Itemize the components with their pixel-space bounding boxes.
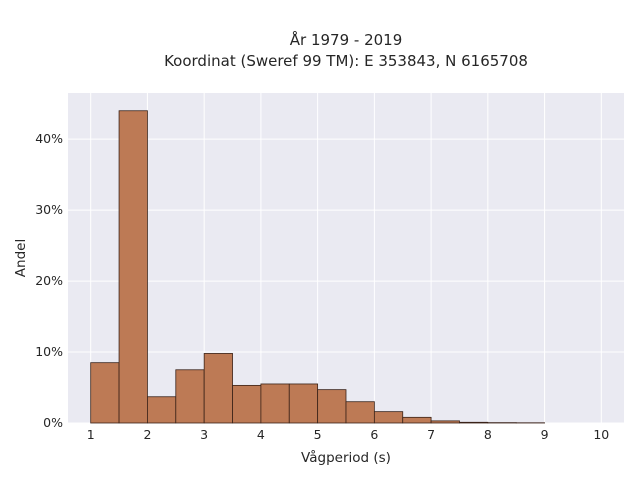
y-tick-label-5: 40%: [35, 131, 63, 146]
plot-area-background: [68, 93, 624, 423]
histogram-bar-11: [373, 411, 404, 424]
x-tick-label-10: 10: [593, 427, 609, 442]
x-tick-label-4: 4: [257, 427, 265, 442]
histogram-bar-12: [402, 416, 432, 424]
y-axis-label: Andel: [13, 239, 29, 277]
histogram-bar-1: [90, 362, 120, 424]
x-tick-label-8: 8: [484, 427, 492, 442]
histogram-bar-5: [203, 353, 233, 424]
y-tick-labels: 0% 10% 20% 30% 40%: [35, 131, 63, 430]
x-tick-label-2: 2: [143, 427, 151, 442]
y-tick-label-1: 0%: [43, 415, 63, 430]
histogram-bar-14: [459, 421, 489, 424]
histogram-bar-4: [175, 369, 205, 424]
histogram-bar-9: [317, 389, 347, 424]
x-tick-label-9: 9: [541, 427, 549, 442]
histogram-bars: [90, 110, 545, 424]
y-tick-label-4: 30%: [35, 202, 63, 217]
x-tick-label-6: 6: [370, 427, 378, 442]
histogram-bar-13: [430, 420, 460, 424]
x-tick-labels: 1 2 3 4 5 6 7 8 9 10: [87, 427, 610, 442]
x-tick-label-7: 7: [427, 427, 435, 442]
chart-subtitle: Koordinat (Sweref 99 TM): E 353843, N 61…: [164, 52, 528, 70]
histogram-bar-2: [118, 110, 148, 424]
chart-title: År 1979 - 2019: [290, 30, 403, 49]
y-tick-label-3: 20%: [35, 273, 63, 288]
histogram-bar-10: [345, 401, 375, 424]
histogram-bar-8: [288, 383, 319, 424]
x-tick-label-1: 1: [87, 427, 95, 442]
x-tick-label-3: 3: [200, 427, 208, 442]
histogram-bar-3: [147, 396, 177, 424]
x-axis-label: Vågperiod (s): [301, 449, 391, 466]
histogram-bar-6: [232, 384, 262, 424]
x-tick-label-5: 5: [314, 427, 322, 442]
y-tick-label-2: 10%: [35, 344, 63, 359]
histogram-bar-7: [260, 383, 290, 424]
